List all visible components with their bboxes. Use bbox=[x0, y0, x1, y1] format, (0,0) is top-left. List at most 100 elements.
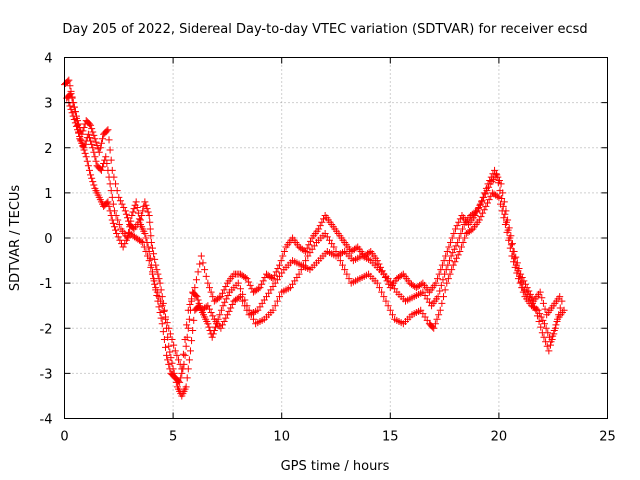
data-point bbox=[375, 284, 383, 292]
data-point bbox=[436, 306, 444, 314]
data-point bbox=[236, 293, 244, 301]
data-point bbox=[184, 306, 192, 314]
data-point bbox=[105, 136, 113, 144]
data-point bbox=[385, 280, 393, 288]
data-point bbox=[66, 102, 74, 110]
data-point bbox=[520, 277, 528, 285]
data-point bbox=[380, 270, 388, 278]
data-point bbox=[433, 315, 441, 323]
data-point bbox=[71, 119, 79, 127]
data-point bbox=[109, 200, 117, 208]
data-point bbox=[183, 321, 191, 329]
data-point bbox=[548, 336, 556, 344]
data-point bbox=[453, 254, 461, 262]
data-point bbox=[269, 275, 277, 283]
data-point bbox=[97, 139, 105, 147]
data-point bbox=[276, 293, 284, 301]
data-point bbox=[516, 279, 524, 287]
data-point bbox=[432, 279, 440, 287]
data-point bbox=[121, 207, 129, 215]
data-point bbox=[122, 236, 130, 244]
data-point bbox=[116, 197, 124, 205]
y-tick-label: 0 bbox=[44, 232, 52, 247]
data-point bbox=[192, 276, 200, 284]
data-point bbox=[89, 144, 97, 152]
data-point bbox=[487, 173, 495, 181]
data-point bbox=[508, 240, 516, 248]
data-point bbox=[225, 307, 233, 315]
data-point bbox=[184, 324, 192, 332]
data-point bbox=[68, 109, 76, 117]
data-point bbox=[205, 323, 213, 331]
data-point bbox=[365, 249, 373, 257]
data-point bbox=[315, 225, 323, 233]
data-point bbox=[373, 279, 381, 287]
data-point bbox=[106, 207, 114, 215]
data-point bbox=[75, 129, 83, 137]
data-point bbox=[306, 237, 314, 245]
data-point bbox=[80, 123, 88, 131]
y-tick-label: 1 bbox=[44, 187, 52, 202]
y-tick-label: 3 bbox=[44, 97, 52, 112]
data-point bbox=[481, 189, 489, 197]
data-point bbox=[246, 281, 254, 289]
data-point bbox=[339, 261, 347, 269]
data-point bbox=[64, 77, 72, 85]
data-point bbox=[210, 327, 218, 335]
data-point bbox=[434, 293, 442, 301]
data-point bbox=[189, 327, 197, 335]
data-point bbox=[161, 313, 169, 321]
data-point bbox=[436, 287, 444, 295]
y-axis-label: SDTVAR / TECUs bbox=[8, 185, 23, 292]
data-point bbox=[148, 244, 156, 252]
data-point bbox=[510, 248, 518, 256]
data-point bbox=[450, 229, 458, 237]
data-point bbox=[430, 324, 438, 332]
data-point bbox=[171, 347, 179, 355]
data-point bbox=[437, 281, 445, 289]
data-point bbox=[273, 297, 281, 305]
data-point bbox=[207, 288, 215, 296]
data-point bbox=[217, 293, 225, 301]
data-point bbox=[228, 301, 236, 309]
data-point bbox=[181, 351, 189, 359]
data-point bbox=[69, 112, 77, 120]
data-point bbox=[476, 201, 484, 209]
data-point bbox=[254, 285, 262, 293]
data-point bbox=[435, 311, 443, 319]
data-point bbox=[106, 180, 114, 188]
data-point bbox=[381, 273, 389, 281]
data-point bbox=[107, 156, 115, 164]
data-point bbox=[142, 234, 150, 242]
y-tick-label: -3 bbox=[40, 367, 53, 382]
data-point bbox=[140, 243, 148, 251]
data-point bbox=[135, 215, 143, 223]
data-point bbox=[431, 320, 439, 328]
data-point bbox=[493, 192, 501, 200]
data-point bbox=[113, 187, 121, 195]
data-point bbox=[80, 146, 88, 154]
axis-ticks bbox=[64, 57, 608, 419]
data-point bbox=[78, 139, 86, 147]
chart-title: Day 205 of 2022, Sidereal Day-to-day VTE… bbox=[62, 22, 587, 37]
data-point bbox=[388, 311, 396, 319]
data-point bbox=[157, 297, 165, 305]
data-point bbox=[114, 233, 122, 241]
data-point bbox=[504, 216, 512, 224]
data-point bbox=[479, 209, 487, 217]
data-point bbox=[277, 257, 285, 265]
data-point bbox=[176, 360, 184, 368]
data-point bbox=[156, 308, 164, 316]
data-point bbox=[478, 198, 486, 206]
data-point bbox=[157, 314, 165, 322]
data-point bbox=[249, 315, 257, 323]
x-tick-label: 15 bbox=[382, 430, 399, 445]
data-point bbox=[70, 116, 78, 124]
data-point bbox=[295, 270, 303, 278]
data-point bbox=[352, 244, 360, 252]
data-point bbox=[151, 255, 159, 263]
data-point bbox=[182, 383, 190, 391]
data-point bbox=[104, 198, 112, 206]
data-point bbox=[384, 302, 392, 310]
data-point bbox=[208, 333, 216, 341]
